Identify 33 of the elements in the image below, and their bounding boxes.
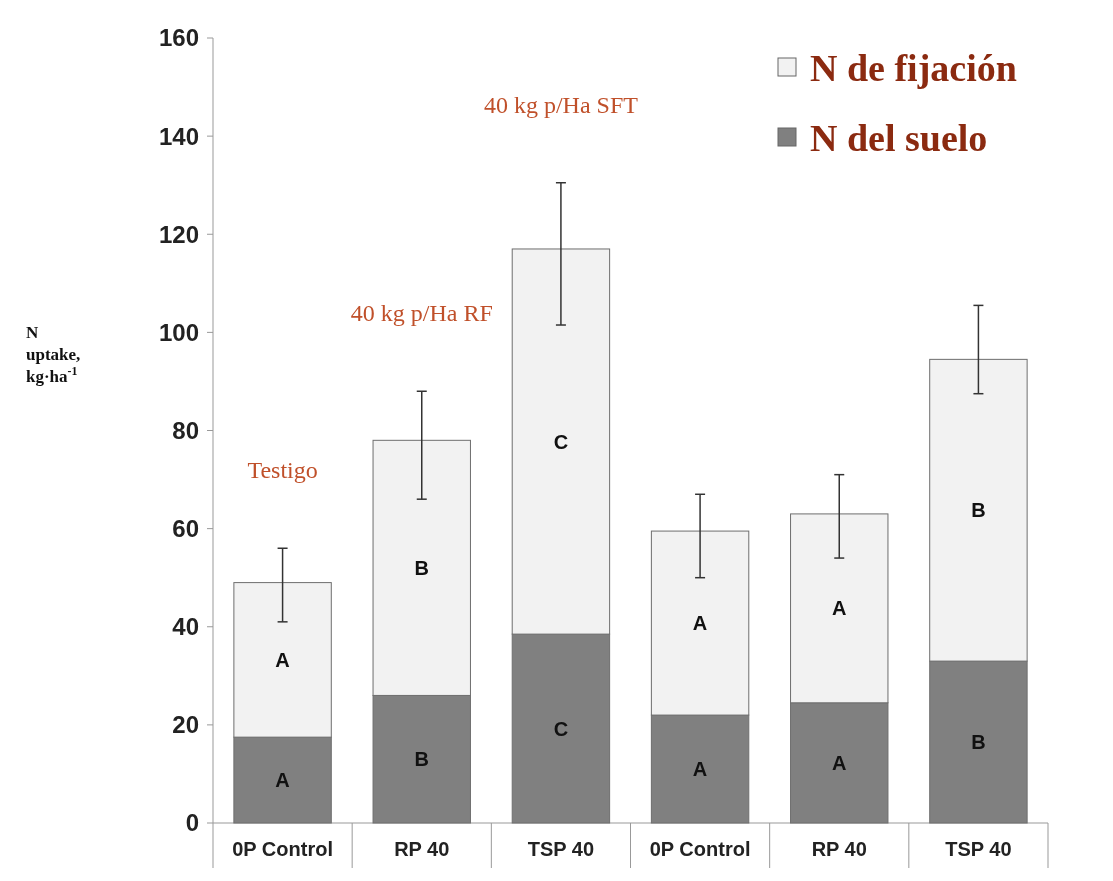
x-tick-label: RP 40 bbox=[394, 838, 450, 860]
data-label: B bbox=[971, 499, 986, 522]
data-label: A bbox=[832, 597, 847, 620]
data-label: A bbox=[692, 758, 708, 781]
y-axis-title: N uptake, kg·ha$^{-1}$ bbox=[26, 323, 81, 386]
y-tick-label: 120 bbox=[158, 220, 199, 248]
annotation: 40 kg p/Ha RF bbox=[350, 300, 493, 327]
data-label: A bbox=[275, 648, 290, 671]
y-tick-label: 40 bbox=[172, 613, 199, 641]
data-label: A bbox=[692, 612, 708, 635]
y-tick-label: 160 bbox=[158, 24, 199, 52]
annotation: Testigo bbox=[247, 457, 318, 484]
x-tick-label: TSP 40 bbox=[945, 838, 1012, 860]
data-label: A bbox=[275, 769, 290, 792]
legend-label: N del suelo bbox=[810, 117, 988, 160]
data-label: A bbox=[832, 751, 847, 774]
y-tick-label: 0 bbox=[185, 809, 199, 837]
annotation: 40 kg p/Ha SFT bbox=[483, 91, 639, 118]
data-label: B bbox=[971, 731, 986, 754]
x-tick-label: 0P Control bbox=[649, 838, 751, 860]
legend-label: N de fijación bbox=[810, 47, 1017, 90]
x-tick-label: RP 40 bbox=[811, 838, 867, 860]
y-tick-label: 80 bbox=[172, 416, 199, 444]
data-label: B bbox=[414, 748, 429, 771]
x-tick-label: 0P Control bbox=[232, 838, 333, 860]
y-tick-label: 100 bbox=[158, 318, 199, 346]
data-label: C bbox=[553, 717, 569, 740]
y-tick-label: 140 bbox=[158, 122, 199, 150]
data-label: C bbox=[553, 430, 569, 453]
y-tick-label: 20 bbox=[172, 711, 199, 739]
data-label: B bbox=[414, 556, 429, 579]
x-tick-label: TSP 40 bbox=[527, 838, 595, 860]
y-tick-label: 60 bbox=[172, 515, 199, 543]
